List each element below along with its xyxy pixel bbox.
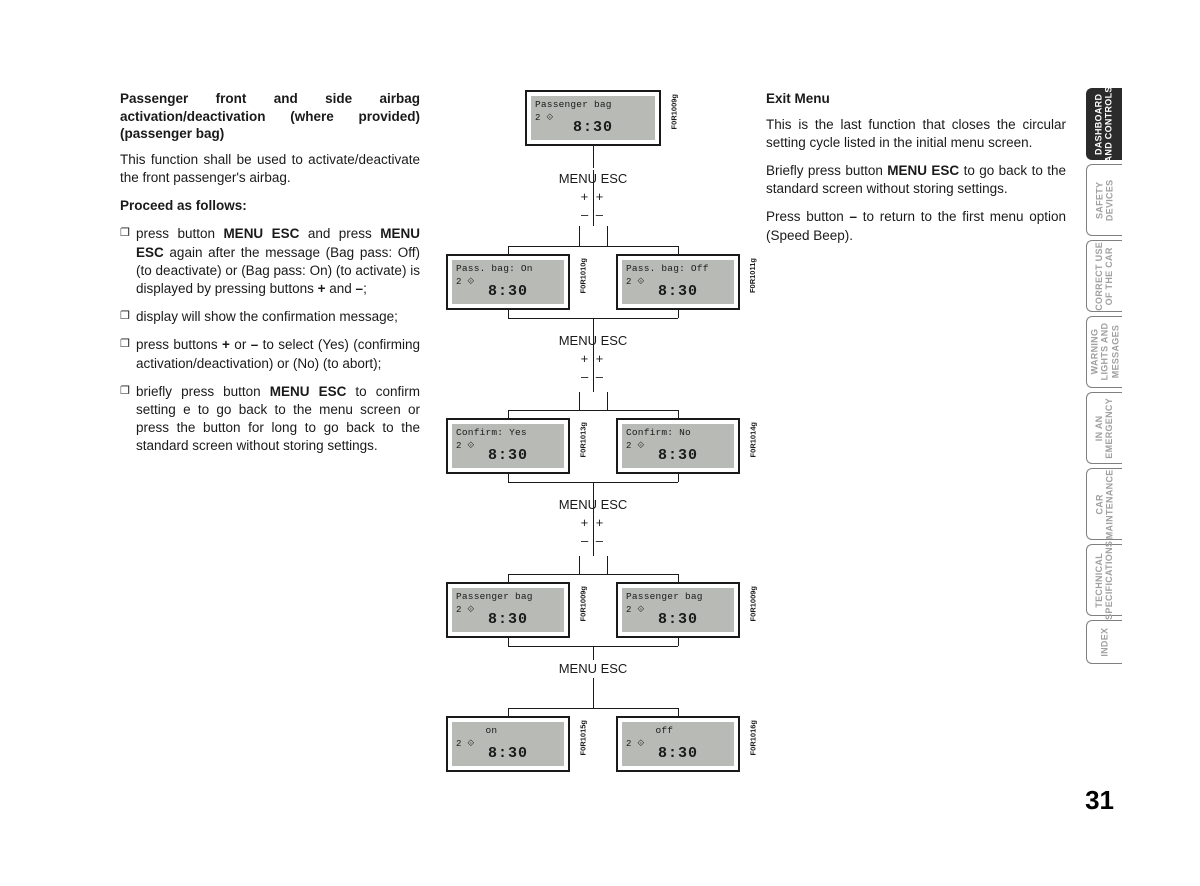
exit-menu-p2: Briefly press button MENU ESC to go back… [766,162,1066,198]
tab-dashboard[interactable]: DASHBOARD AND CONTROLS [1086,88,1122,160]
screen-pass-bag-left: Passenger bag 2 ⟐ 8:30 F0R1009g [446,582,570,638]
left-intro: This function shall be used to activate/… [120,151,420,187]
figure-code: F0R1009g [669,94,679,129]
exit-menu-p1: This is the last function that closes th… [766,116,1066,152]
screen-top: Passenger bag 2 ⟐ 8:30 F0R1009g [525,90,661,146]
screen-pass-bag-right: Passenger bag 2 ⟐ 8:30 F0R1009g [616,582,740,638]
right-column: Exit Menu This is the last function that… [766,90,1066,800]
tab-emergency[interactable]: IN AN EMERGENCY [1086,392,1122,464]
screen-off: off 2 ⟐ 8:30 F0R1016g [616,716,740,772]
page-number: 31 [1085,785,1114,816]
screen-pass-on: Pass. bag: On 2 ⟐ 8:30 F0R1010g [446,254,570,310]
content-columns: Passenger front and side airbag activati… [120,90,1160,800]
exit-menu-heading: Exit Menu [766,90,1066,108]
menu-esc-label-4: MENU ESC [533,660,653,678]
screen-confirm-yes: Confirm: Yes 2 ⟐ 8:30 F0R1013g [446,418,570,474]
tab-safety[interactable]: SAFETY DEVICES [1086,164,1122,236]
proceed-list: press button MENU ESC and press MENU ESC… [120,225,420,455]
screen-confirm-no: Confirm: No 2 ⟐ 8:30 F0R1014g [616,418,740,474]
menu-flow-diagram: Passenger bag 2 ⟐ 8:30 F0R1009g MENU ESC… [438,90,748,800]
proceed-item-1: press button MENU ESC and press MENU ESC… [120,225,420,298]
tab-correct-use[interactable]: CORRECT USE OF THE CAR [1086,240,1122,312]
section-tabs: DASHBOARD AND CONTROLS SAFETY DEVICES CO… [1086,88,1122,664]
exit-menu-p3: Press button – to return to the first me… [766,208,1066,244]
tab-warning[interactable]: WARNING LIGHTS AND MESSAGES [1086,316,1122,388]
proceed-item-2: display will show the confirmation messa… [120,308,420,326]
screen-pass-off: Pass. bag: Off 2 ⟐ 8:30 F0R1011g [616,254,740,310]
proceed-label: Proceed as follows: [120,197,420,215]
screen-on: on 2 ⟐ 8:30 F0R1015g [446,716,570,772]
left-column: Passenger front and side airbag activati… [120,90,420,800]
left-heading: Passenger front and side airbag activati… [120,90,420,143]
tab-index[interactable]: INDEX [1086,620,1122,664]
tab-maintenance[interactable]: CAR MAINTENANCE [1086,468,1122,540]
manual-page: Passenger front and side airbag activati… [0,0,1200,886]
diagram-column: Passenger bag 2 ⟐ 8:30 F0R1009g MENU ESC… [438,90,748,800]
tab-technical[interactable]: TECHNICAL SPECIFICATIONS [1086,544,1122,616]
proceed-item-3: press buttons + or – to select (Yes) (co… [120,336,420,372]
proceed-item-4: briefly press button MENU ESC to confirm… [120,383,420,456]
